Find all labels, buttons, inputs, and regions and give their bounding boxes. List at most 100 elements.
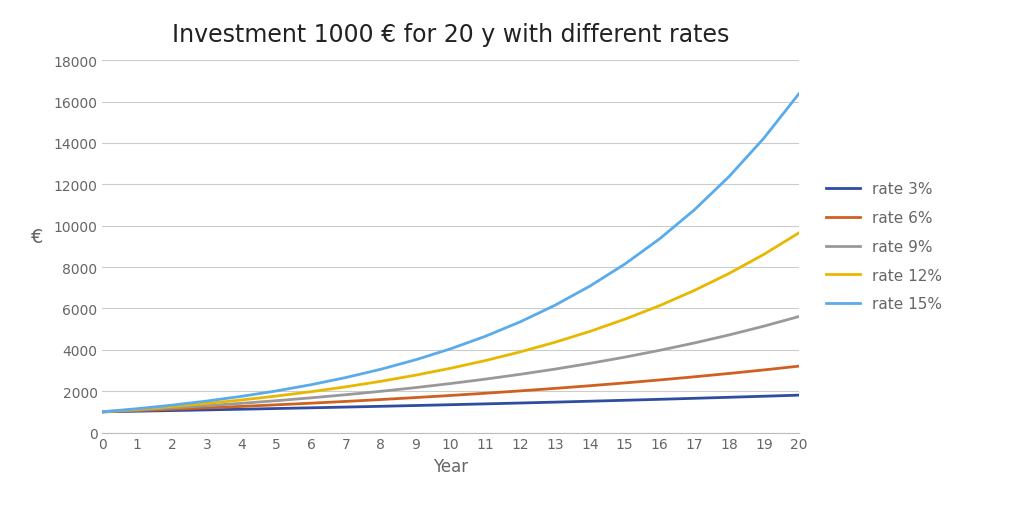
rate 3% [201, 407, 213, 413]
rate 3% [131, 408, 143, 414]
rate 6% [305, 400, 317, 406]
rate 12% [618, 317, 631, 323]
rate 3% [514, 400, 526, 406]
rate 3% [618, 398, 631, 404]
rate 6% [131, 408, 143, 414]
rate 12% [96, 409, 109, 415]
rate 12% [653, 303, 666, 309]
rate 6% [618, 380, 631, 386]
rate 15% [166, 402, 178, 408]
rate 9% [723, 332, 735, 338]
rate 15% [618, 262, 631, 268]
rate 9% [375, 388, 387, 394]
rate 3% [444, 402, 457, 408]
rate 12% [270, 393, 283, 400]
rate 9% [793, 314, 805, 320]
rate 9% [688, 340, 700, 346]
rate 6% [96, 409, 109, 415]
rate 6% [723, 371, 735, 377]
rate 12% [793, 231, 805, 237]
rate 6% [340, 399, 352, 405]
rate 15% [688, 208, 700, 214]
rate 3% [166, 408, 178, 414]
rate 12% [166, 404, 178, 410]
rate 9% [305, 395, 317, 401]
rate 3% [688, 395, 700, 402]
rate 3% [410, 403, 422, 409]
rate 12% [236, 397, 248, 403]
rate 3% [723, 394, 735, 401]
rate 3% [584, 399, 596, 405]
rate 6% [375, 397, 387, 403]
Legend: rate 3%, rate 6%, rate 9%, rate 12%, rate 15%: rate 3%, rate 6%, rate 9%, rate 12%, rat… [820, 176, 948, 318]
rate 6% [236, 404, 248, 410]
rate 12% [584, 329, 596, 335]
rate 15% [96, 409, 109, 415]
X-axis label: Year: Year [433, 457, 468, 475]
rate 3% [340, 404, 352, 410]
rate 6% [410, 394, 422, 401]
rate 9% [653, 348, 666, 354]
rate 3% [549, 399, 561, 405]
rate 6% [758, 367, 770, 373]
rate 9% [201, 403, 213, 409]
rate 9% [270, 398, 283, 404]
rate 6% [549, 385, 561, 391]
rate 15% [549, 302, 561, 308]
rate 6% [201, 405, 213, 411]
rate 15% [270, 388, 283, 394]
rate 15% [375, 366, 387, 373]
Line: rate 6%: rate 6% [102, 366, 799, 412]
rate 3% [793, 392, 805, 399]
rate 15% [305, 382, 317, 388]
rate 9% [131, 407, 143, 413]
rate 9% [758, 323, 770, 329]
rate 12% [131, 407, 143, 413]
rate 9% [514, 372, 526, 378]
rate 12% [479, 358, 492, 364]
rate 15% [131, 406, 143, 412]
rate 3% [236, 406, 248, 412]
rate 12% [549, 340, 561, 346]
rate 6% [514, 388, 526, 394]
rate 15% [584, 284, 596, 290]
rate 15% [340, 375, 352, 381]
rate 15% [479, 333, 492, 340]
rate 6% [479, 390, 492, 397]
rate 12% [410, 373, 422, 379]
rate 3% [758, 393, 770, 400]
rate 6% [166, 406, 178, 412]
rate 12% [201, 401, 213, 407]
rate 9% [96, 409, 109, 415]
rate 3% [96, 409, 109, 415]
rate 12% [375, 379, 387, 385]
rate 15% [653, 236, 666, 242]
rate 12% [340, 384, 352, 390]
rate 9% [479, 376, 492, 382]
rate 15% [410, 357, 422, 363]
rate 15% [758, 136, 770, 142]
Line: rate 3%: rate 3% [102, 395, 799, 412]
rate 6% [793, 363, 805, 370]
rate 15% [236, 393, 248, 400]
Line: rate 9%: rate 9% [102, 317, 799, 412]
Line: rate 12%: rate 12% [102, 234, 799, 412]
Title: Investment 1000 € for 20 y with different rates: Investment 1000 € for 20 y with differen… [172, 23, 729, 47]
rate 12% [444, 365, 457, 372]
rate 3% [479, 401, 492, 407]
Line: rate 15%: rate 15% [102, 95, 799, 412]
rate 9% [340, 392, 352, 398]
rate 12% [758, 252, 770, 258]
rate 9% [444, 381, 457, 387]
rate 3% [270, 406, 283, 412]
rate 6% [270, 402, 283, 408]
rate 6% [653, 377, 666, 383]
rate 9% [166, 405, 178, 411]
rate 12% [688, 288, 700, 294]
rate 15% [793, 92, 805, 98]
rate 9% [410, 385, 422, 391]
rate 9% [549, 366, 561, 373]
rate 12% [723, 271, 735, 277]
rate 3% [653, 397, 666, 403]
Y-axis label: €: € [31, 228, 43, 247]
